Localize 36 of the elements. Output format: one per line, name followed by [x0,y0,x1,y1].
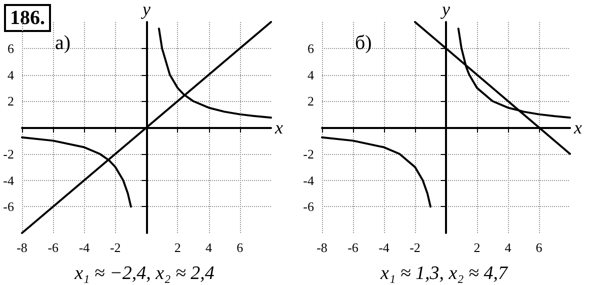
y-tick-label: -6 [303,199,314,214]
x-tick-label: -4 [78,240,90,255]
text: б) [355,32,372,54]
x-tick-label: 2 [174,240,181,255]
y-tick-label: -4 [303,172,314,188]
y-tick-label: 2 [308,94,314,109]
y-tick-label: -4 [3,172,14,188]
x-axis-title: x [274,118,283,138]
y-tick-label: -6 [3,199,14,214]
y-tick-label: 6 [308,40,314,56]
y-tick-label: 4 [308,67,314,82]
text: x₁ ≈ −2,4, x₂ ≈ 2,4 [74,263,215,284]
x-tick-label: -8 [16,240,28,255]
x-tick-label: 6 [536,240,543,255]
y-tick-label: -2 [303,146,314,162]
x-tick-label: -6 [48,240,60,255]
x-tick-label: 2 [474,240,480,255]
x-tick-label: 6 [236,240,244,255]
x-tick-label: -2 [410,240,420,255]
y-tick-label: 2 [8,94,14,109]
line-series [321,136,432,208]
annotation: 186. [10,7,45,29]
y-tick-label: -2 [3,146,14,162]
y-axis-title: y [140,0,150,19]
text: а) [55,32,71,54]
x-tick-label: 4 [504,240,512,255]
x-tick-label: -8 [316,240,328,255]
y-tick-label: 6 [8,40,14,56]
x-tick-label: -6 [348,240,359,255]
y-tick-label: 4 [8,67,14,82]
x-tick-label: -2 [110,240,121,255]
x-tick-label: -4 [378,240,390,255]
text: x₁ ≈ 1,3, x₂ ≈ 4,7 [380,263,509,284]
x-axis-title: x [573,118,582,138]
x-tick-label: 4 [206,240,212,255]
y-axis-title: y [440,0,450,19]
